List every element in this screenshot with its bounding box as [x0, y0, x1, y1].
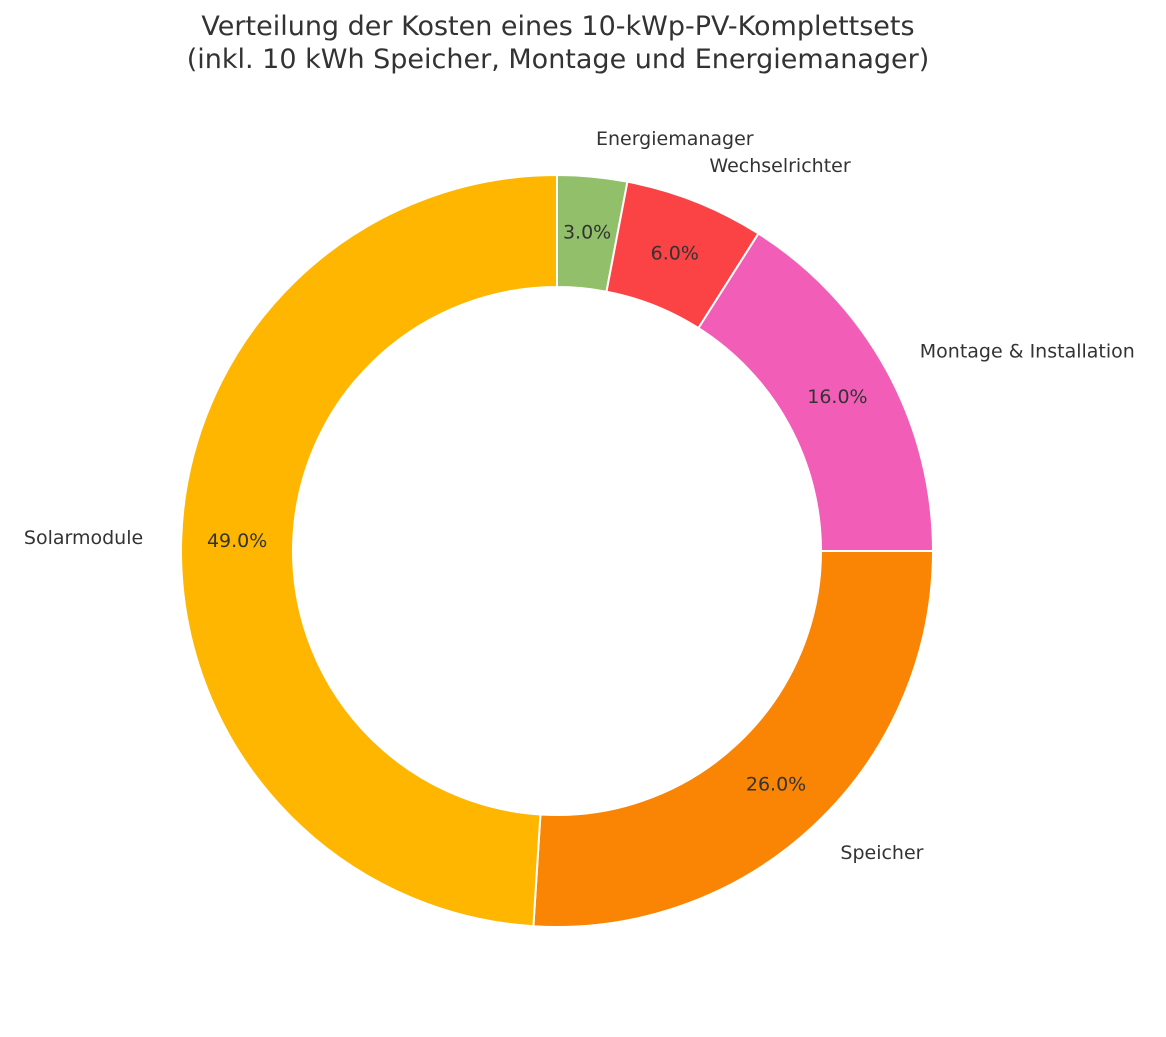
pct-label-speicher: 26.0%: [746, 773, 806, 795]
donut-labels: 3.0% Energiemanager 6.0% Wechselrichter 16.0…: [24, 128, 1135, 864]
slice-label-energiemanager: Energiemanager: [596, 128, 754, 150]
chart-title-line-1: Verteilung der Kosten eines 10-kWp-PV-Ko…: [201, 11, 915, 42]
donut-slices: [180, 173, 935, 928]
slice-solarmodule: [180, 173, 558, 928]
chart-title-line-2: (inkl. 10 kWh Speicher, Montage und Ener…: [186, 44, 930, 75]
pct-label-solarmodule: 49.0%: [207, 530, 267, 552]
slice-label-speicher: Speicher: [840, 842, 923, 864]
slice-label-wechselrichter: Wechselrichter: [709, 155, 850, 177]
slice-label-solarmodule: Solarmodule: [24, 527, 143, 549]
pct-label-wechselrichter: 6.0%: [651, 242, 699, 264]
slice-label-montage-and-installation: Montage & Installation: [920, 341, 1135, 363]
chart-title: Verteilung der Kosten eines 10-kWp-PV-Ko…: [0, 10, 1116, 76]
pct-label-energiemanager: 3.0%: [563, 221, 611, 243]
pct-label-montage-and-installation: 16.0%: [807, 386, 867, 408]
slice-speicher: [532, 550, 935, 928]
